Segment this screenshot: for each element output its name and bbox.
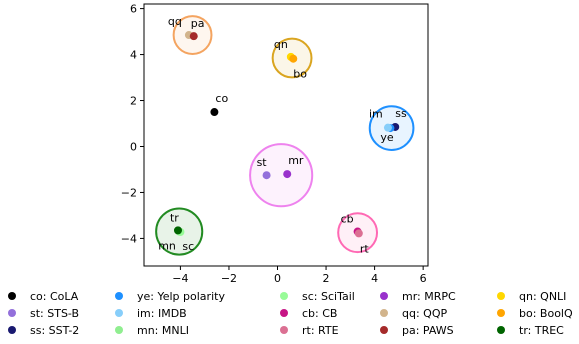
legend-item-mn: mn: MNLI <box>115 322 189 338</box>
legend-marker <box>380 309 388 317</box>
y-tick-label: 6 <box>130 3 137 16</box>
point-label-qn: qn <box>274 38 288 51</box>
cluster-circle <box>249 143 314 208</box>
legend-label: qq: QQP <box>402 306 448 320</box>
legend-label: ss: SST-2 <box>30 323 80 337</box>
x-tick-label: −2 <box>221 272 237 285</box>
legend-item-ye: ye: Yelp polarity <box>115 288 225 304</box>
point-label-co: co <box>215 92 228 105</box>
legend-item-mr: mr: MRPC <box>380 288 456 304</box>
legend: co: CoLA st: STS-B ss: SST-2 ye: Yelp polar… <box>0 288 579 344</box>
legend-marker <box>497 292 505 300</box>
x-tick-label: 2 <box>323 272 330 285</box>
point-tr <box>173 226 182 235</box>
x-tick-label: −4 <box>172 272 188 285</box>
y-tick-label: −2 <box>121 186 137 199</box>
point-label-pa: pa <box>191 17 205 30</box>
legend-marker <box>380 292 388 300</box>
point-label-bo: bo <box>293 68 307 81</box>
point-label-im: im <box>369 108 383 121</box>
legend-item-ss: ss: SST-2 <box>8 322 79 338</box>
legend-label: ye: Yelp polarity <box>137 289 225 303</box>
point-label-tr: tr <box>170 211 179 224</box>
legend-label: rt: RTE <box>302 323 339 337</box>
point-bo <box>289 54 298 63</box>
legend-item-rt: rt: RTE <box>280 322 339 338</box>
legend-item-pa: pa: PAWS <box>380 322 454 338</box>
legend-marker <box>115 326 123 334</box>
legend-label: im: IMDB <box>137 306 187 320</box>
point-rt <box>354 229 363 238</box>
legend-marker <box>280 292 288 300</box>
point-im <box>383 123 392 132</box>
legend-item-co: co: CoLA <box>8 288 78 304</box>
legend-marker <box>280 309 288 317</box>
point-label-cb: cb <box>341 213 354 226</box>
y-tick-label: −4 <box>121 232 137 245</box>
point-label-ss: ss <box>395 107 407 120</box>
plot-frame <box>143 3 429 267</box>
point-label-mn: mn <box>158 240 176 253</box>
legend-item-tr: tr: TREC <box>497 322 564 338</box>
y-tick-label: 4 <box>130 49 137 62</box>
legend-marker <box>380 326 388 334</box>
legend-label: mr: MRPC <box>402 289 456 303</box>
legend-label: pa: PAWS <box>402 323 454 337</box>
legend-item-sc: sc: SciTail <box>280 288 355 304</box>
legend-label: mn: MNLI <box>137 323 189 337</box>
point-co <box>210 108 219 117</box>
x-tick-label: 6 <box>420 272 427 285</box>
legend-label: co: CoLA <box>30 289 79 303</box>
point-label-qq: qq <box>168 15 182 28</box>
legend-item-st: st: STS-B <box>8 305 79 321</box>
legend-label: sc: SciTail <box>302 289 355 303</box>
point-label-st: st <box>257 156 268 169</box>
legend-item-qn: qn: QNLI <box>497 288 566 304</box>
point-label-mr: mr <box>288 154 304 167</box>
legend-marker <box>115 309 123 317</box>
legend-item-cb: cb: CB <box>280 305 337 321</box>
legend-marker <box>280 326 288 334</box>
x-tick-label: 0 <box>274 272 281 285</box>
x-tick-label: 4 <box>371 272 378 285</box>
point-mr <box>283 170 292 179</box>
point-pa <box>189 32 198 41</box>
y-tick-label: 2 <box>130 95 137 108</box>
legend-label: qn: QNLI <box>519 289 567 303</box>
point-label-ye: ye <box>380 131 394 144</box>
legend-marker <box>8 309 16 317</box>
legend-item-bo: bo: BoolQ <box>497 305 573 321</box>
legend-marker <box>115 292 123 300</box>
legend-label: tr: TREC <box>519 323 564 337</box>
legend-label: bo: BoolQ <box>519 306 573 320</box>
legend-item-im: im: IMDB <box>115 305 187 321</box>
point-label-sc: sc <box>182 240 194 253</box>
legend-item-qq: qq: QQP <box>380 305 447 321</box>
point-label-rt: rt <box>360 242 370 255</box>
legend-label: st: STS-B <box>30 306 80 320</box>
legend-marker <box>8 292 16 300</box>
y-tick-label: 0 <box>130 140 137 153</box>
legend-label: cb: CB <box>302 306 338 320</box>
legend-marker <box>497 309 505 317</box>
legend-marker <box>8 326 16 334</box>
point-st <box>262 171 271 180</box>
legend-marker <box>497 326 505 334</box>
